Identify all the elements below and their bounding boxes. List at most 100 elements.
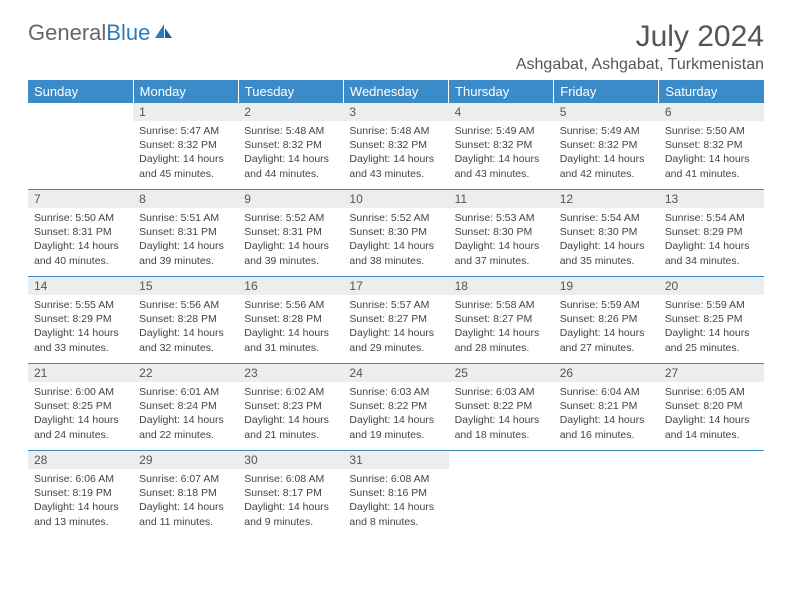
day-details: Sunrise: 6:03 AMSunset: 8:22 PMDaylight:…	[343, 382, 448, 446]
day-details: Sunrise: 5:53 AMSunset: 8:30 PMDaylight:…	[449, 208, 554, 272]
title-block: July 2024 Ashgabat, Ashgabat, Turkmenist…	[516, 20, 764, 74]
day-details: Sunrise: 5:49 AMSunset: 8:32 PMDaylight:…	[449, 121, 554, 185]
day-cell: 1Sunrise: 5:47 AMSunset: 8:32 PMDaylight…	[133, 103, 238, 190]
day-details: Sunrise: 6:02 AMSunset: 8:23 PMDaylight:…	[238, 382, 343, 446]
sunrise-text: Sunrise: 5:57 AM	[349, 298, 442, 312]
sunset-text: Sunset: 8:30 PM	[455, 225, 548, 239]
week-row: ..1Sunrise: 5:47 AMSunset: 8:32 PMDaylig…	[28, 103, 764, 190]
day-number: 12	[554, 190, 659, 208]
sunset-text: Sunset: 8:32 PM	[244, 138, 337, 152]
sunset-text: Sunset: 8:19 PM	[34, 486, 127, 500]
sunset-text: Sunset: 8:31 PM	[244, 225, 337, 239]
day-cell: 26Sunrise: 6:04 AMSunset: 8:21 PMDayligh…	[554, 364, 659, 451]
daylight-text: Daylight: 14 hours and 31 minutes.	[244, 326, 337, 354]
dh-sun: Sunday	[28, 80, 133, 103]
daylight-text: Daylight: 14 hours and 11 minutes.	[139, 500, 232, 528]
sunrise-text: Sunrise: 5:48 AM	[244, 124, 337, 138]
sunset-text: Sunset: 8:22 PM	[455, 399, 548, 413]
day-details: Sunrise: 5:52 AMSunset: 8:30 PMDaylight:…	[343, 208, 448, 272]
day-number: 22	[133, 364, 238, 382]
day-cell: 25 Sunrise: 6:03 AMSunset: 8:22 PMDayligh…	[449, 364, 554, 451]
sunrise-text: Sunrise: 5:59 AM	[665, 298, 758, 312]
sunrise-text: Sunrise: 5:49 AM	[455, 124, 548, 138]
day-number: 10	[343, 190, 448, 208]
week-row: 7Sunrise: 5:50 AMSunset: 8:31 PMDaylight…	[28, 190, 764, 277]
day-cell: 10Sunrise: 5:52 AMSunset: 8:30 PMDayligh…	[343, 190, 448, 277]
daylight-text: Daylight: 14 hours and 44 minutes.	[244, 152, 337, 180]
sunrise-text: Sunrise: 5:49 AM	[560, 124, 653, 138]
sunrise-text: Sunrise: 6:05 AM	[665, 385, 758, 399]
day-number: 13	[659, 190, 764, 208]
sunrise-text: Sunrise: 5:56 AM	[139, 298, 232, 312]
sunset-text: Sunset: 8:17 PM	[244, 486, 337, 500]
day-cell: 4Sunrise: 5:49 AMSunset: 8:32 PMDaylight…	[449, 103, 554, 190]
sunset-text: Sunset: 8:27 PM	[455, 312, 548, 326]
day-cell: ..	[659, 451, 764, 538]
day-number: 18	[449, 277, 554, 295]
day-cell: 7Sunrise: 5:50 AMSunset: 8:31 PMDaylight…	[28, 190, 133, 277]
day-cell: 30Sunrise: 6:08 AMSunset: 8:17 PMDayligh…	[238, 451, 343, 538]
daylight-text: Daylight: 14 hours and 13 minutes.	[34, 500, 127, 528]
daylight-text: Daylight: 14 hours and 21 minutes.	[244, 413, 337, 441]
sunrise-text: Sunrise: 5:53 AM	[455, 211, 548, 225]
day-details: Sunrise: 5:56 AMSunset: 8:28 PMDaylight:…	[133, 295, 238, 359]
sunset-text: Sunset: 8:22 PM	[349, 399, 442, 413]
sunrise-text: Sunrise: 6:06 AM	[34, 472, 127, 486]
sunrise-text: Sunrise: 5:58 AM	[455, 298, 548, 312]
day-header-row: Sunday Monday Tuesday Wednesday Thursday…	[28, 80, 764, 103]
day-cell: 11Sunrise: 5:53 AMSunset: 8:30 PMDayligh…	[449, 190, 554, 277]
sunset-text: Sunset: 8:25 PM	[34, 399, 127, 413]
sunrise-text: Sunrise: 5:51 AM	[139, 211, 232, 225]
day-cell: 27Sunrise: 6:05 AMSunset: 8:20 PMDayligh…	[659, 364, 764, 451]
sunrise-text: Sunrise: 6:07 AM	[139, 472, 232, 486]
daylight-text: Daylight: 14 hours and 19 minutes.	[349, 413, 442, 441]
sunset-text: Sunset: 8:20 PM	[665, 399, 758, 413]
sunrise-text: Sunrise: 5:59 AM	[560, 298, 653, 312]
header: GeneralBlue July 2024 Ashgabat, Ashgabat…	[28, 20, 764, 74]
day-details: Sunrise: 5:52 AMSunset: 8:31 PMDaylight:…	[238, 208, 343, 272]
dh-mon: Monday	[133, 80, 238, 103]
day-cell: 13Sunrise: 5:54 AMSunset: 8:29 PMDayligh…	[659, 190, 764, 277]
day-number: 25	[449, 364, 554, 382]
sunset-text: Sunset: 8:26 PM	[560, 312, 653, 326]
day-cell: 15Sunrise: 5:56 AMSunset: 8:28 PMDayligh…	[133, 277, 238, 364]
sunset-text: Sunset: 8:32 PM	[560, 138, 653, 152]
daylight-text: Daylight: 14 hours and 18 minutes.	[455, 413, 548, 441]
sunrise-text: Sunrise: 6:03 AM	[455, 385, 548, 399]
daylight-text: Daylight: 14 hours and 32 minutes.	[139, 326, 232, 354]
day-number: 3	[343, 103, 448, 121]
dh-sat: Saturday	[659, 80, 764, 103]
sunset-text: Sunset: 8:32 PM	[139, 138, 232, 152]
day-number: 23	[238, 364, 343, 382]
day-cell: 18Sunrise: 5:58 AMSunset: 8:27 PMDayligh…	[449, 277, 554, 364]
sunrise-text: Sunrise: 6:08 AM	[244, 472, 337, 486]
sunset-text: Sunset: 8:23 PM	[244, 399, 337, 413]
day-details: Sunrise: 5:55 AMSunset: 8:29 PMDaylight:…	[28, 295, 133, 359]
day-number: 21	[28, 364, 133, 382]
sunrise-text: Sunrise: 5:55 AM	[34, 298, 127, 312]
sunrise-text: Sunrise: 5:52 AM	[349, 211, 442, 225]
day-number: 26	[554, 364, 659, 382]
sunrise-text: Sunrise: 6:08 AM	[349, 472, 442, 486]
day-number: 6	[659, 103, 764, 121]
day-details: Sunrise: 5:56 AMSunset: 8:28 PMDaylight:…	[238, 295, 343, 359]
day-number: 11	[449, 190, 554, 208]
daylight-text: Daylight: 14 hours and 40 minutes.	[34, 239, 127, 267]
sunset-text: Sunset: 8:16 PM	[349, 486, 442, 500]
daylight-text: Daylight: 14 hours and 43 minutes.	[349, 152, 442, 180]
day-details: Sunrise: 5:57 AMSunset: 8:27 PMDaylight:…	[343, 295, 448, 359]
sunrise-text: Sunrise: 5:50 AM	[34, 211, 127, 225]
day-cell: 22Sunrise: 6:01 AMSunset: 8:24 PMDayligh…	[133, 364, 238, 451]
day-details: Sunrise: 5:51 AMSunset: 8:31 PMDaylight:…	[133, 208, 238, 272]
sunrise-text: Sunrise: 5:54 AM	[560, 211, 653, 225]
logo-text-blue: Blue	[106, 20, 150, 46]
day-cell: 19Sunrise: 5:59 AMSunset: 8:26 PMDayligh…	[554, 277, 659, 364]
sunrise-text: Sunrise: 6:03 AM	[349, 385, 442, 399]
month-title: July 2024	[516, 20, 764, 54]
day-details: Sunrise: 5:59 AMSunset: 8:26 PMDaylight:…	[554, 295, 659, 359]
week-row: 21Sunrise: 6:00 AMSunset: 8:25 PMDayligh…	[28, 364, 764, 451]
day-cell: 28Sunrise: 6:06 AMSunset: 8:19 PMDayligh…	[28, 451, 133, 538]
day-cell: 24Sunrise: 6:03 AMSunset: 8:22 PMDayligh…	[343, 364, 448, 451]
day-details: Sunrise: 6:06 AMSunset: 8:19 PMDaylight:…	[28, 469, 133, 533]
day-number: 9	[238, 190, 343, 208]
